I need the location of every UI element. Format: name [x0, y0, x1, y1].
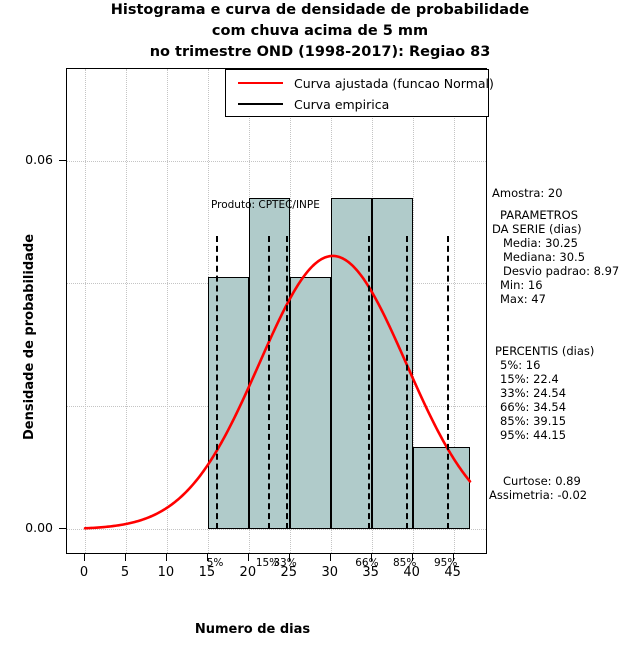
- stat-max: Max: 47: [500, 292, 546, 306]
- y-axis-tick-mark: [59, 159, 66, 161]
- stat-p05: 5%: 16: [500, 358, 541, 372]
- title-line-1: Histograma e curva de densidade de proba…: [110, 2, 530, 18]
- stat-p33: 33%: 24.54: [500, 386, 567, 400]
- title-line-3: no trimestre OND (1998-2017): Regiao 83: [149, 44, 491, 60]
- x-axis-tick-mark: [84, 554, 86, 561]
- produto-annotation: Produto: CPTEC/INPE: [210, 199, 320, 211]
- x-axis-label: Numero de dias: [194, 622, 311, 637]
- gridline-vertical: [166, 69, 168, 553]
- x-axis-tick-mark: [452, 554, 454, 561]
- histogram-bar: [412, 446, 470, 530]
- x-axis-tick-mark: [370, 554, 372, 561]
- stat-media: Media: 30.25: [503, 236, 578, 250]
- y-axis-label: Densidade de probabilidade: [22, 233, 37, 440]
- plot-inner: [67, 69, 486, 553]
- x-axis-tick-label: 20: [239, 565, 257, 580]
- percentile-marker-line: [268, 235, 271, 530]
- y-axis-tick-label: 0.06: [25, 151, 53, 167]
- x-axis-tick-mark: [247, 554, 249, 561]
- x-axis-tick-mark: [288, 554, 290, 561]
- legend-label-empirical: Curva empirica: [294, 96, 390, 112]
- legend-swatch-empirical-icon: [238, 103, 283, 105]
- plot-area: [66, 68, 487, 554]
- legend-item-empirical: Curva empirica: [226, 94, 389, 114]
- gridline-vertical: [85, 69, 87, 553]
- percentile-marker-line: [367, 235, 370, 530]
- percentile-marker-line: [216, 235, 219, 530]
- stat-p66: 66%: 34.54: [500, 400, 567, 414]
- chart-legend: Curva ajustada (funcao Normal) Curva emp…: [225, 69, 494, 117]
- gridline-horizontal: [67, 160, 486, 162]
- stat-p85: 85%: 39.15: [500, 414, 567, 428]
- legend-label-fitted: Curva ajustada (funcao Normal): [294, 75, 494, 91]
- y-axis-tick-label: 0.00: [25, 520, 53, 536]
- percentile-marker-line: [446, 235, 449, 530]
- x-axis-tick-mark: [329, 554, 331, 561]
- percentile-marker-label: 15%: [255, 557, 280, 569]
- percentile-marker-label: 66%: [355, 557, 379, 569]
- stat-min: Min: 16: [500, 278, 543, 292]
- histogram-bar: [330, 198, 372, 530]
- stat-parametros-title-1: PARAMETROS: [500, 208, 579, 222]
- legend-item-fitted: Curva ajustada (funcao Normal): [226, 73, 494, 93]
- fitted-normal-curve: [83, 254, 472, 530]
- x-axis-tick-mark: [411, 554, 413, 561]
- x-axis-tick-label: 15: [198, 565, 216, 580]
- stat-curtose: Curtose: 0.89: [503, 474, 581, 488]
- x-axis-tick-mark: [206, 554, 208, 561]
- x-axis-tick-label: 40: [403, 565, 420, 580]
- percentile-marker-line: [286, 235, 289, 530]
- x-axis-tick-label: 45: [444, 565, 461, 580]
- percentile-marker-label: 5%: [206, 557, 224, 569]
- x-axis-tick-label: 30: [321, 565, 339, 580]
- title-line-2: com chuva acima de 5 mm: [211, 23, 429, 39]
- percentile-marker-label: 85%: [393, 557, 417, 569]
- stat-assimetria: Assimetria: -0.02: [489, 488, 588, 502]
- gridline-vertical: [412, 69, 414, 553]
- page-title: Histograma e curva de densidade de proba…: [0, 0, 640, 63]
- stat-percentis-title: PERCENTIS (dias): [495, 344, 595, 358]
- stat-amostra: Amostra: 20: [492, 186, 563, 200]
- histogram-bar: [289, 277, 331, 530]
- x-axis-tick-label: 5: [120, 565, 130, 580]
- x-axis-tick-mark: [124, 554, 126, 561]
- x-axis-tick-mark: [165, 554, 167, 561]
- legend-swatch-fitted-icon: [238, 82, 283, 84]
- stat-p95: 95%: 44.15: [500, 428, 567, 442]
- x-axis-tick-label: 35: [362, 565, 379, 580]
- gridline-vertical: [453, 69, 455, 553]
- percentile-marker-label: 33%: [273, 557, 297, 569]
- stat-desvio-padrao: Desvio padrao: 8.97: [503, 264, 620, 278]
- gridline-vertical: [125, 69, 127, 553]
- gridline-horizontal: [67, 529, 486, 531]
- stat-parametros-title-2: DA SERIE (dias): [492, 222, 582, 236]
- x-axis-tick-label: 25: [280, 565, 298, 580]
- stat-p15: 15%: 22.4: [500, 372, 559, 386]
- stat-mediana: Mediana: 30.5: [503, 250, 586, 264]
- x-axis-tick-label: 10: [157, 565, 175, 580]
- y-axis-tick-mark: [59, 528, 66, 530]
- percentile-marker-label: 95%: [433, 557, 458, 569]
- x-axis-tick-label: 0: [79, 565, 89, 580]
- percentile-marker-line: [405, 235, 408, 530]
